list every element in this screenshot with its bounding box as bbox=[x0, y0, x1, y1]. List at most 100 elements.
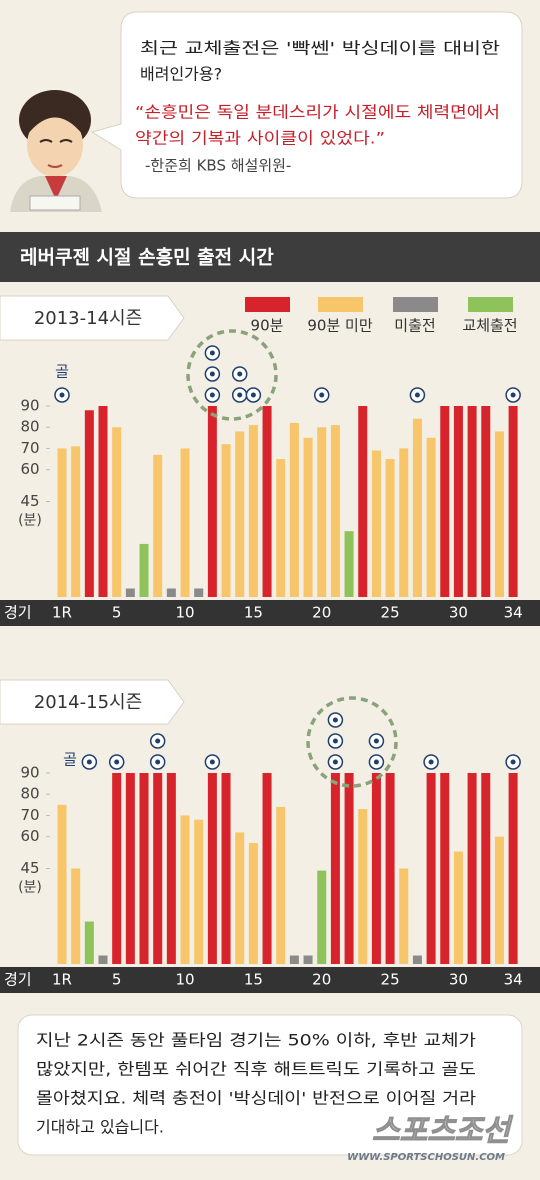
y-tick-label: 70 bbox=[20, 439, 39, 457]
bar bbox=[98, 406, 108, 597]
bar bbox=[371, 773, 381, 964]
ball-patch bbox=[373, 738, 379, 744]
goal-marker bbox=[327, 712, 344, 770]
x-tick-label: 5 bbox=[112, 971, 122, 989]
x-tick-label: 20 bbox=[312, 971, 331, 989]
bar bbox=[112, 427, 122, 597]
ball-patch bbox=[209, 759, 215, 765]
bar bbox=[344, 531, 354, 597]
bar bbox=[494, 431, 504, 597]
legend-swatch bbox=[393, 297, 438, 312]
goal-marker bbox=[409, 387, 426, 403]
ball-patch bbox=[510, 392, 516, 398]
bar bbox=[440, 406, 450, 597]
ball-patch bbox=[237, 371, 243, 377]
y-tick-label: 90 bbox=[20, 397, 39, 415]
bar bbox=[57, 804, 67, 964]
goal-marker bbox=[204, 754, 221, 770]
goal-marker bbox=[204, 345, 221, 403]
ball-patch bbox=[250, 392, 256, 398]
season-title: 2014-15시즌 bbox=[34, 692, 142, 713]
bar bbox=[207, 406, 217, 597]
y-tick-label: 90 bbox=[20, 764, 39, 782]
bar bbox=[262, 406, 272, 597]
bar bbox=[289, 955, 299, 964]
bar bbox=[221, 444, 231, 597]
bar bbox=[481, 406, 491, 597]
header-bar bbox=[0, 232, 540, 282]
character bbox=[10, 90, 102, 212]
x-tick-label: 15 bbox=[244, 604, 263, 622]
season-tab bbox=[0, 295, 185, 341]
bubble-question: 최근 교체출전은 '빡쎈' 박싱데이를 대비한 bbox=[140, 39, 500, 58]
bar bbox=[481, 773, 491, 964]
highlight-ring bbox=[186, 329, 278, 421]
bar bbox=[153, 454, 163, 597]
bubble-quote: 약간의 기복과 사이클이 있었다.” bbox=[135, 129, 385, 148]
legend-swatch bbox=[318, 297, 363, 312]
footer-text: 몰아쳤지요. 체력 충전이 '박싱데이' 반전으로 이어질 거라 bbox=[36, 1089, 476, 1108]
ball-patch bbox=[209, 392, 215, 398]
footer-text: 많았지만, 한템포 쉬어간 직후 해트트릭도 기록하고 골도 bbox=[36, 1060, 476, 1079]
watermark-url: WWW.SPORTSCHOSUN.COM bbox=[347, 1152, 505, 1163]
bar bbox=[385, 773, 395, 964]
bar bbox=[194, 588, 204, 597]
y-tick-label: 70 bbox=[20, 806, 39, 824]
watermark: 스포츠조선 bbox=[372, 1114, 513, 1149]
ball-patch bbox=[155, 738, 161, 744]
bar bbox=[84, 410, 94, 597]
bar bbox=[180, 815, 190, 964]
y-tick-label: 80 bbox=[20, 785, 39, 803]
bar bbox=[276, 459, 286, 597]
x-axis-band bbox=[0, 600, 540, 626]
x-tick-label: 5 bbox=[112, 604, 122, 622]
bar bbox=[221, 773, 231, 964]
ball-patch bbox=[209, 350, 215, 356]
y-tick-label: 60 bbox=[20, 460, 39, 478]
bar bbox=[344, 773, 354, 964]
bar bbox=[289, 422, 299, 597]
goal-marker bbox=[423, 754, 439, 770]
x-tick-label: 25 bbox=[381, 604, 400, 622]
bar bbox=[371, 450, 381, 597]
ball-patch bbox=[209, 371, 215, 377]
bar bbox=[248, 425, 258, 597]
ball-patch bbox=[319, 392, 325, 398]
goal-marker bbox=[505, 754, 521, 770]
season-tab bbox=[0, 679, 185, 725]
bar bbox=[303, 955, 313, 964]
footer-box bbox=[17, 1014, 523, 1156]
ball-patch bbox=[332, 717, 338, 723]
bar bbox=[330, 425, 340, 597]
legend-label: 교체출전 bbox=[462, 317, 517, 335]
bar bbox=[125, 773, 135, 964]
x-axis-band bbox=[0, 967, 540, 993]
goal-marker bbox=[505, 387, 521, 403]
ball-patch bbox=[86, 759, 92, 765]
bar bbox=[440, 773, 450, 964]
bar bbox=[262, 773, 272, 964]
bar bbox=[508, 406, 518, 597]
bar bbox=[276, 806, 286, 964]
bar bbox=[166, 773, 176, 964]
bar bbox=[412, 418, 422, 597]
goal-marker bbox=[313, 387, 330, 403]
bar bbox=[385, 459, 395, 597]
ball-patch bbox=[428, 759, 434, 765]
x-tick-label: 10 bbox=[175, 971, 194, 989]
bubble-quote: “손흥민은 독일 분데스리가 시절에도 체력면에서 bbox=[135, 103, 500, 122]
bar bbox=[317, 427, 327, 597]
y-axis-label: (분) bbox=[18, 513, 42, 529]
goal-marker bbox=[245, 387, 262, 403]
y-tick-label: 80 bbox=[20, 418, 39, 436]
ball-patch bbox=[332, 759, 338, 765]
bubble-source: -한준희 KBS 해설위원- bbox=[145, 157, 291, 175]
goal-marker bbox=[149, 733, 166, 770]
y-axis-label: (분) bbox=[18, 880, 42, 896]
y-tick-label: 45 bbox=[20, 859, 39, 877]
ball-patch bbox=[114, 759, 120, 765]
bar bbox=[467, 406, 477, 597]
x-tick-label: 30 bbox=[449, 971, 468, 989]
bar bbox=[453, 851, 463, 964]
